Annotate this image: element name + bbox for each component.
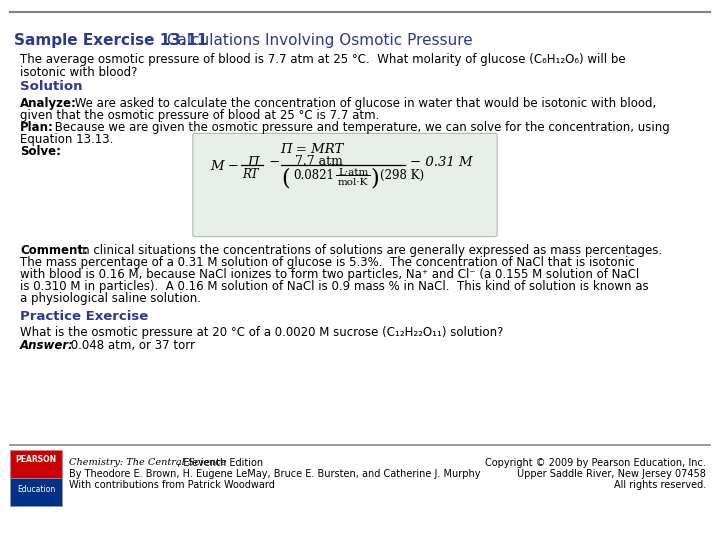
Text: given that the osmotic pressure of blood at 25 °C is 7.7 atm.: given that the osmotic pressure of blood… — [20, 109, 379, 122]
Text: with blood is 0.16 M, because NaCl ionizes to form two particles, Na⁺ and Cl⁻ (a: with blood is 0.16 M, because NaCl ioniz… — [20, 268, 639, 281]
Text: L·atm: L·atm — [338, 168, 368, 177]
Text: Because we are given the osmotic pressure and temperature, we can solve for the : Because we are given the osmotic pressur… — [51, 121, 670, 134]
Text: RT: RT — [242, 168, 258, 181]
Text: (298 K): (298 K) — [380, 169, 424, 182]
Text: Upper Saddle River, New Jersey 07458: Upper Saddle River, New Jersey 07458 — [517, 469, 706, 479]
Text: Equation 13.13.: Equation 13.13. — [20, 133, 113, 146]
Text: is 0.310 M in particles).  A 0.16 M solution of NaCl is 0.9 mass % in NaCl.  Thi: is 0.310 M in particles). A 0.16 M solut… — [20, 280, 649, 293]
Text: Comment:: Comment: — [20, 244, 88, 257]
Text: Π: Π — [247, 156, 258, 169]
Text: We are asked to calculate the concentration of glucose in water that would be is: We are asked to calculate the concentrat… — [71, 97, 656, 110]
Text: Calculations Involving Osmotic Pressure: Calculations Involving Osmotic Pressure — [162, 33, 473, 48]
Text: Practice Exercise: Practice Exercise — [20, 310, 148, 323]
Text: , Eleventh Edition: , Eleventh Edition — [177, 458, 263, 468]
Text: − 0.31 M: − 0.31 M — [410, 156, 472, 169]
Text: Analyze:: Analyze: — [20, 97, 77, 110]
Text: Solution: Solution — [20, 80, 83, 93]
Text: −: − — [265, 156, 280, 169]
Text: What is the osmotic pressure at 20 °C of a 0.0020 M sucrose (C₁₂H₂₂O₁₁) solution: What is the osmotic pressure at 20 °C of… — [20, 326, 503, 339]
Text: 7.7 atm: 7.7 atm — [295, 155, 343, 168]
Text: In clinical situations the concentrations of solutions are generally expressed a: In clinical situations the concentration… — [75, 244, 662, 257]
Text: All rights reserved.: All rights reserved. — [613, 480, 706, 490]
Text: mol·K: mol·K — [338, 178, 369, 187]
Text: 0.0821: 0.0821 — [293, 169, 334, 182]
Text: (: ( — [281, 167, 289, 189]
Text: Plan:: Plan: — [20, 121, 54, 134]
Text: Education: Education — [17, 485, 55, 495]
Text: a physiological saline solution.: a physiological saline solution. — [20, 292, 201, 305]
Bar — [10, 478, 62, 506]
Text: The mass percentage of a 0.31 M solution of glucose is 5.3%.  The concentration : The mass percentage of a 0.31 M solution… — [20, 256, 635, 269]
Text: Sample Exercise 13.11: Sample Exercise 13.11 — [14, 33, 207, 48]
FancyBboxPatch shape — [193, 133, 498, 237]
Text: M −: M − — [210, 160, 239, 173]
Text: Solve:: Solve: — [20, 145, 61, 158]
Text: Answer:: Answer: — [20, 339, 74, 352]
Text: Copyright © 2009 by Pearson Education, Inc.: Copyright © 2009 by Pearson Education, I… — [485, 458, 706, 468]
Text: By Theodore E. Brown, H. Eugene LeMay, Bruce E. Bursten, and Catherine J. Murphy: By Theodore E. Brown, H. Eugene LeMay, B… — [69, 469, 480, 479]
Text: PEARSON: PEARSON — [15, 456, 57, 464]
Text: With contributions from Patrick Woodward: With contributions from Patrick Woodward — [69, 480, 275, 490]
Text: 0.048 atm, or 37 torr: 0.048 atm, or 37 torr — [67, 339, 195, 352]
Text: Chemistry: The Central Science: Chemistry: The Central Science — [69, 458, 227, 467]
Text: ): ) — [370, 167, 379, 189]
Text: The average osmotic pressure of blood is 7.7 atm at 25 °C.  What molarity of glu: The average osmotic pressure of blood is… — [20, 53, 626, 66]
Text: isotonic with blood?: isotonic with blood? — [20, 66, 138, 79]
Text: Π = MRT: Π = MRT — [280, 143, 343, 156]
Bar — [10, 450, 62, 478]
